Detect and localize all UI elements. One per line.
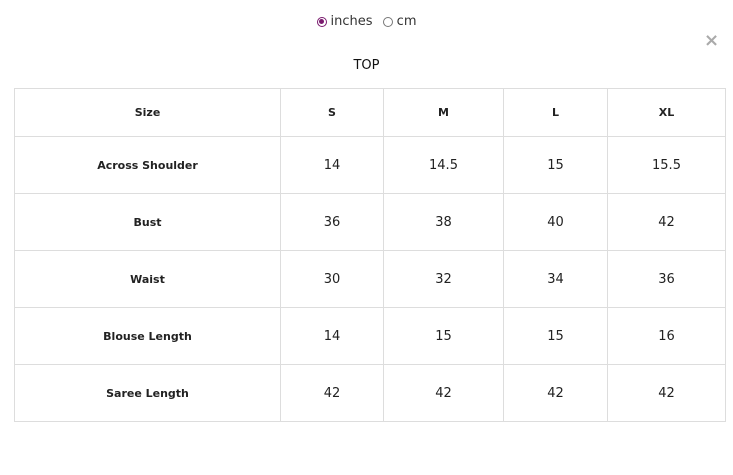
cell-value: 42 — [607, 193, 726, 251]
row-label: Waist — [14, 250, 281, 308]
header-cell: S — [280, 88, 384, 137]
unit-inches-option[interactable]: inches — [316, 14, 373, 29]
cell-value: 14 — [280, 307, 384, 365]
unit-cm-label: cm — [396, 14, 417, 29]
header-cell: Size — [14, 88, 281, 137]
table-row: Across Shoulder 14 14.5 15 15.5 — [14, 136, 726, 194]
cell-value: 40 — [503, 193, 608, 251]
cell-value: 32 — [383, 250, 504, 308]
cell-value: 36 — [607, 250, 726, 308]
radio-inches[interactable] — [316, 16, 327, 27]
header-cell: L — [503, 88, 608, 137]
row-label: Saree Length — [14, 364, 281, 422]
table-header-row: Size S M L XL — [14, 88, 726, 137]
cell-value: 42 — [280, 364, 384, 422]
header-cell: XL — [607, 88, 726, 137]
radio-cm[interactable] — [382, 16, 393, 27]
cell-value: 42 — [503, 364, 608, 422]
unit-toggle: inches cm — [0, 14, 733, 31]
cell-value: 42 — [607, 364, 726, 422]
cell-value: 15.5 — [607, 136, 726, 194]
table-row: Blouse Length 14 15 15 16 — [14, 307, 726, 365]
close-icon[interactable]: × — [704, 30, 720, 51]
row-label: Bust — [14, 193, 281, 251]
cell-value: 14 — [280, 136, 384, 194]
table-row: Waist 30 32 34 36 — [14, 250, 726, 308]
cell-value: 42 — [383, 364, 504, 422]
unit-inches-label: inches — [330, 14, 373, 29]
table-row: Bust 36 38 40 42 — [14, 193, 726, 251]
cell-value: 34 — [503, 250, 608, 308]
cell-value: 38 — [383, 193, 504, 251]
cell-value: 15 — [383, 307, 504, 365]
cell-value: 16 — [607, 307, 726, 365]
cell-value: 30 — [280, 250, 384, 308]
header-cell: M — [383, 88, 504, 137]
cell-value: 36 — [280, 193, 384, 251]
cell-value: 15 — [503, 307, 608, 365]
cell-value: 15 — [503, 136, 608, 194]
size-chart-table: Size S M L XL Across Shoulder 14 14.5 15 15.… — [14, 88, 726, 422]
row-label: Blouse Length — [14, 307, 281, 365]
unit-cm-option[interactable]: cm — [382, 14, 417, 29]
row-label: Across Shoulder — [14, 136, 281, 194]
table-row: Saree Length 42 42 42 42 — [14, 364, 726, 422]
cell-value: 14.5 — [383, 136, 504, 194]
section-title: TOP — [353, 58, 380, 73]
